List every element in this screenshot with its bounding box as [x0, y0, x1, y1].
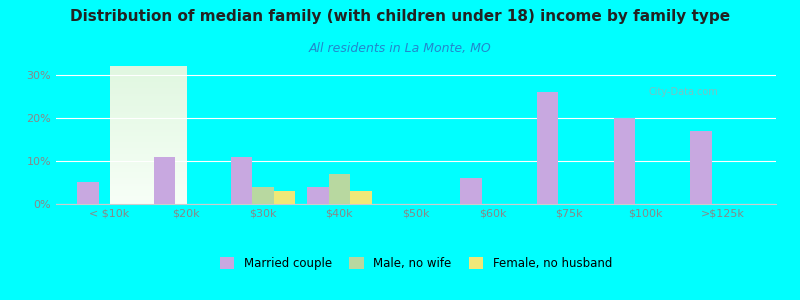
Bar [329, 174, 350, 204]
Legend: Married couple, Male, no wife, Female, no husband: Married couple, Male, no wife, Female, n… [220, 257, 612, 270]
Bar [307, 187, 329, 204]
Bar [350, 191, 371, 204]
Bar [252, 187, 274, 204]
Bar [230, 157, 252, 204]
Bar [690, 131, 712, 204]
Bar [78, 182, 99, 204]
Bar [154, 157, 175, 204]
Bar [537, 92, 558, 204]
Bar [461, 178, 482, 204]
Text: All residents in La Monte, MO: All residents in La Monte, MO [309, 42, 491, 55]
Text: Distribution of median family (with children under 18) income by family type: Distribution of median family (with chil… [70, 9, 730, 24]
Bar [614, 118, 635, 204]
Text: City-Data.com: City-Data.com [649, 87, 718, 97]
Bar [274, 191, 295, 204]
